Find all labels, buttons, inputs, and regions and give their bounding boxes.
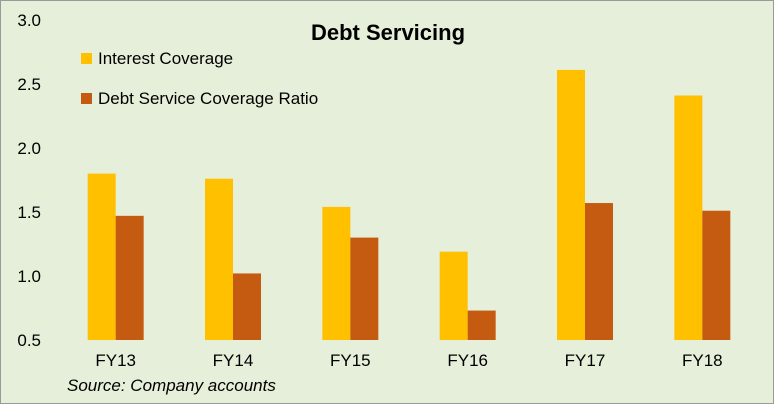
bar-dscr [350, 237, 379, 340]
legend: Interest Coverage Debt Service Coverage R… [81, 49, 318, 108]
x-tick-label: FY14 [213, 351, 254, 370]
bar-interest-coverage [205, 178, 233, 340]
y-tick-label: 0.5 [17, 331, 41, 350]
bar-dscr [585, 203, 613, 340]
source-note: Source: Company accounts [67, 376, 276, 395]
bar-interest-coverage [322, 206, 351, 340]
bar-interest-coverage [674, 95, 703, 341]
bar-dscr [702, 210, 731, 340]
bar-interest-coverage [557, 69, 585, 341]
x-tick-label: FY18 [682, 351, 723, 370]
y-tick-label: 1.5 [17, 203, 41, 222]
legend-label: Interest Coverage [98, 49, 233, 68]
y-tick-label: 3.0 [17, 11, 41, 30]
y-axis: 0.5 1.0 1.5 2.0 2.5 3.0 [17, 11, 41, 350]
bar-dscr [115, 215, 144, 340]
bar-dscr [467, 310, 496, 340]
x-tick-label: FY13 [95, 351, 136, 370]
x-tick-label: FY17 [565, 351, 606, 370]
legend-label: Debt Service Coverage Ratio [98, 89, 318, 108]
x-tick-label: FY15 [330, 351, 371, 370]
x-tick-label: FY16 [447, 351, 488, 370]
bar-dscr [233, 273, 261, 340]
legend-swatch [81, 53, 92, 64]
y-tick-label: 2.0 [17, 139, 41, 158]
y-tick-label: 1.0 [17, 267, 41, 286]
x-axis: FY13 FY14 FY15 FY16 FY17 FY18 [95, 351, 722, 370]
legend-swatch [81, 93, 92, 104]
bar-interest-coverage [439, 251, 468, 340]
bar-interest-coverage [87, 173, 116, 340]
bars [87, 69, 731, 341]
chart-title: Debt Servicing [311, 20, 465, 45]
y-tick-label: 2.5 [17, 75, 41, 94]
